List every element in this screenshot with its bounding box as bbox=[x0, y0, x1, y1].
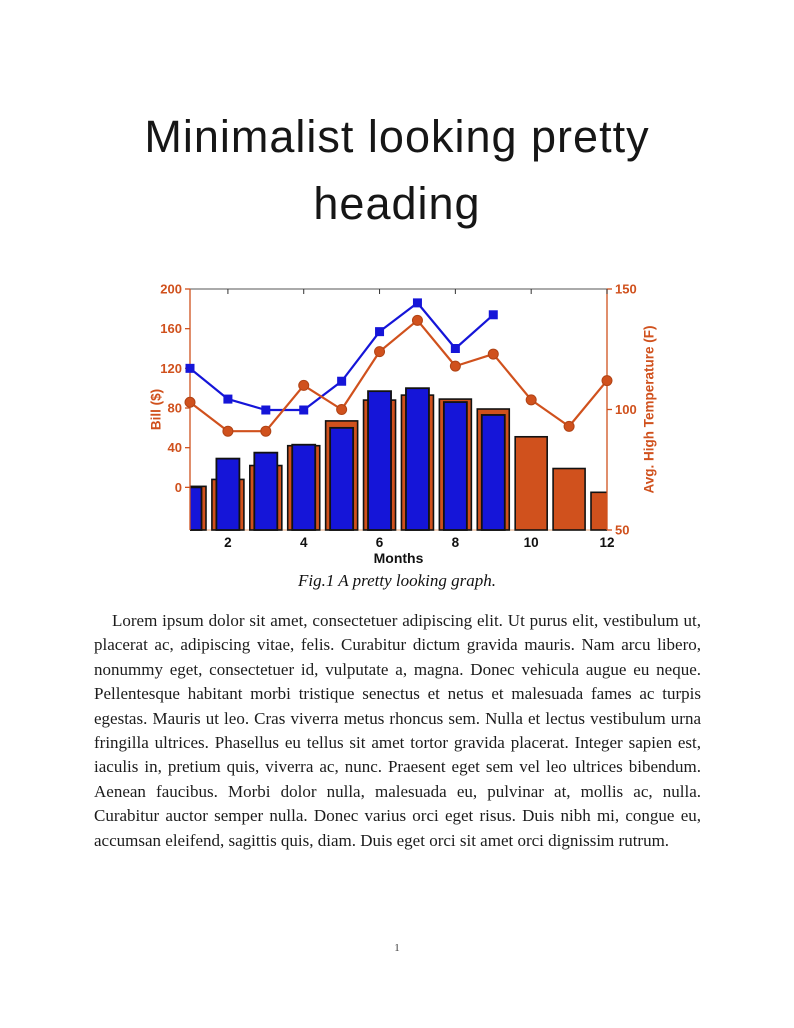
svg-text:200: 200 bbox=[160, 282, 182, 297]
svg-text:160: 160 bbox=[160, 321, 182, 336]
svg-text:Avg. High Temperature (F): Avg. High Temperature (F) bbox=[642, 325, 657, 493]
body-paragraph: Lorem ipsum dolor sit amet, consectetuer… bbox=[94, 611, 701, 850]
figure-block: 0 40 80 120 160 200 50 100 150 2 4 6 8 10 12 Months Bill… bbox=[0, 276, 794, 591]
svg-text:120: 120 bbox=[160, 361, 182, 376]
page-number: 1 bbox=[394, 942, 400, 954]
page-title-line1: Minimalist looking pretty bbox=[144, 111, 650, 162]
svg-text:40: 40 bbox=[168, 440, 182, 455]
page-title-line2: heading bbox=[313, 178, 481, 229]
page-title: Minimalist looking pretty heading bbox=[0, 103, 794, 237]
figure-caption: Fig.1 A pretty looking graph. bbox=[297, 571, 496, 590]
svg-text:4: 4 bbox=[300, 535, 308, 550]
svg-text:8: 8 bbox=[452, 535, 460, 550]
svg-text:50: 50 bbox=[615, 523, 629, 538]
svg-text:2: 2 bbox=[224, 535, 232, 550]
svg-text:0: 0 bbox=[175, 480, 182, 495]
bill-temperature-chart: 0 40 80 120 160 200 50 100 150 2 4 6 8 10 12 Months Bill… bbox=[149, 282, 657, 567]
svg-text:12: 12 bbox=[599, 535, 614, 550]
svg-text:Months: Months bbox=[374, 550, 424, 566]
svg-text:100: 100 bbox=[615, 402, 637, 417]
svg-text:150: 150 bbox=[615, 282, 637, 297]
svg-text:Bill ($): Bill ($) bbox=[149, 389, 164, 430]
svg-text:6: 6 bbox=[376, 535, 384, 550]
svg-text:10: 10 bbox=[524, 535, 539, 550]
svg-text:80: 80 bbox=[168, 401, 182, 416]
